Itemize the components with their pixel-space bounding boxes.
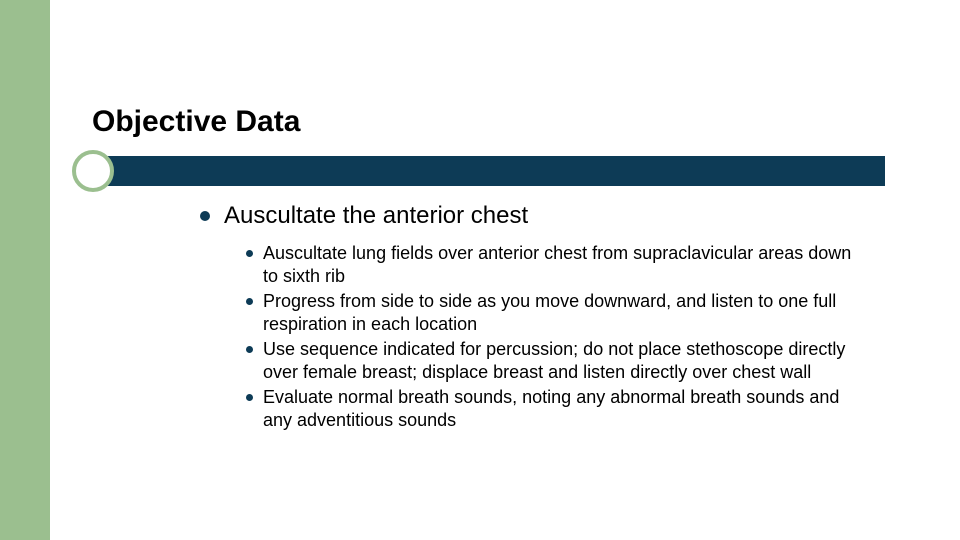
bullet-dot-icon [246, 394, 253, 401]
sub-bullet-text: Auscultate lung fields over anterior che… [263, 242, 866, 288]
title-rule-cap-icon [72, 150, 114, 192]
sub-bullet-text: Use sequence indicated for percussion; d… [263, 338, 866, 384]
list-item: Evaluate normal breath sounds, noting an… [246, 386, 866, 432]
sub-bullet-list: Auscultate lung fields over anterior che… [246, 242, 866, 434]
bullet-dot-icon [246, 298, 253, 305]
bullet-dot-icon [246, 346, 253, 353]
slide-title: Objective Data [92, 105, 300, 139]
bullet-dot-icon [246, 250, 253, 257]
main-bullet-text: Auscultate the anterior chest [224, 202, 528, 230]
list-item: Auscultate lung fields over anterior che… [246, 242, 866, 288]
bullet-dot-icon [200, 211, 210, 221]
list-item: Progress from side to side as you move d… [246, 290, 866, 336]
title-rule [60, 156, 920, 186]
slide: Objective Data Auscultate the anterior c… [0, 0, 960, 540]
main-bullet: Auscultate the anterior chest [200, 202, 528, 230]
title-rule-bar [95, 156, 885, 186]
sub-bullet-text: Evaluate normal breath sounds, noting an… [263, 386, 866, 432]
sub-bullet-text: Progress from side to side as you move d… [263, 290, 866, 336]
side-accent-bar [0, 0, 50, 540]
list-item: Use sequence indicated for percussion; d… [246, 338, 866, 384]
